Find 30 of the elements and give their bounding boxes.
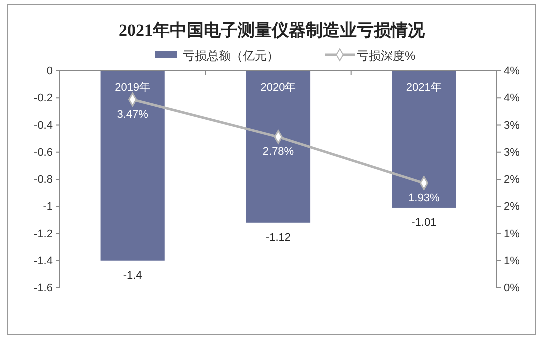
y-tick-label: -1.4	[34, 255, 53, 268]
y-tick-label: 0	[46, 66, 53, 78]
data-label: -1.01	[412, 216, 437, 229]
x-tick-label: 2019年	[115, 82, 151, 94]
y-tick-label: -0.2	[34, 92, 53, 105]
y-tick-label: -0.4	[34, 120, 53, 132]
y-tick-label: -0.8	[34, 174, 53, 186]
y2-tick-label: 3%	[504, 146, 520, 159]
x-tick-label: 2020年	[260, 82, 296, 94]
y2-tick-label: 2%	[504, 174, 520, 186]
y2-tick-label: 1%	[504, 255, 520, 268]
data-label: 2.78%	[262, 146, 294, 158]
y-tick-label: -0.6	[34, 146, 53, 159]
y2-tick-label: 4%	[504, 66, 520, 78]
data-label: 1.93%	[408, 192, 440, 204]
y-tick-label: -1.6	[34, 282, 53, 295]
data-label: 3.47%	[117, 108, 149, 121]
y2-tick-label: 0%	[504, 282, 520, 295]
chart-title: 2021年中国电子测量仪器制造业亏损情况	[119, 21, 426, 40]
data-label: -1.12	[266, 232, 292, 244]
y2-tick-label: 2%	[504, 201, 520, 214]
y-tick-label: -1	[43, 201, 53, 214]
x-tick-label: 2021年	[406, 82, 442, 94]
y2-tick-label: 3%	[504, 120, 520, 132]
y-tick-label: -1.2	[34, 228, 53, 240]
y2-tick-label: 4%	[504, 92, 520, 105]
legend-label: 亏损深度%	[357, 49, 416, 63]
data-label: -1.4	[123, 270, 142, 282]
legend-label: 亏损总额（亿元）	[183, 49, 279, 63]
y2-tick-label: 1%	[504, 228, 520, 240]
